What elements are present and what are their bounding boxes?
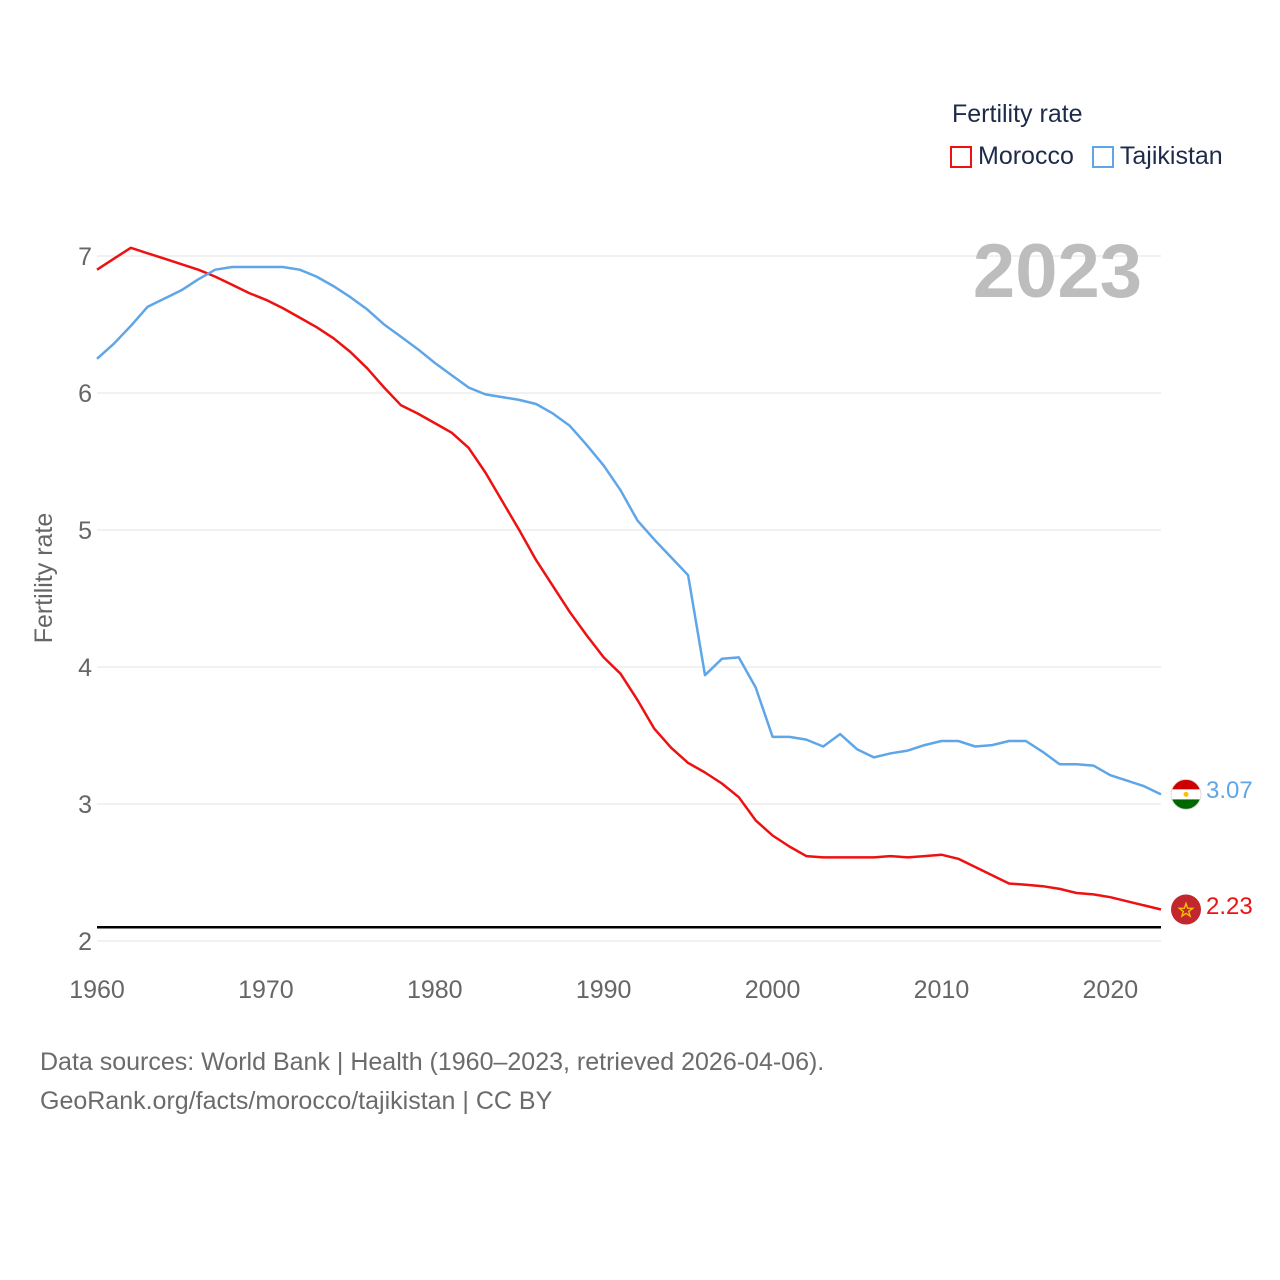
grid-lines bbox=[97, 255, 1161, 942]
x-tick-label: 2020 bbox=[1083, 976, 1139, 1004]
y-tick-label: 5 bbox=[78, 517, 92, 545]
morocco-flag-icon bbox=[1171, 894, 1201, 925]
x-tick-label: 1960 bbox=[69, 976, 125, 1004]
y-tick-label: 6 bbox=[78, 380, 92, 408]
morocco-end-value: 2.23 bbox=[1206, 893, 1253, 920]
x-tick-label: 1970 bbox=[238, 976, 294, 1004]
series-line-tajikistan[interactable] bbox=[96, 265, 1162, 796]
x-tick-label: 1990 bbox=[576, 976, 632, 1004]
series-lines bbox=[96, 246, 1162, 911]
legend: Morocco Tajikistan bbox=[950, 142, 1223, 171]
footer: Data sources: World Bank | Health (1960–… bbox=[40, 1043, 824, 1121]
x-tick-label: 2010 bbox=[914, 976, 970, 1004]
series-line-morocco[interactable] bbox=[96, 246, 1162, 911]
legend-label-morocco: Morocco bbox=[978, 142, 1074, 170]
x-tick-label: 1980 bbox=[407, 976, 463, 1004]
y-axis: 2 3 4 5 6 7 bbox=[78, 243, 92, 956]
tajikistan-flag-icon bbox=[1171, 779, 1201, 810]
footer-credit: GeoRank.org/facts/morocco/tajikistan | C… bbox=[40, 1087, 553, 1115]
end-markers bbox=[1170, 778, 1202, 925]
legend-swatch-tajikistan bbox=[1091, 145, 1114, 168]
y-tick-label: 4 bbox=[78, 654, 92, 682]
legend-item-tajikistan[interactable]: Tajikistan bbox=[1091, 142, 1223, 171]
x-axis: 1960 1970 1980 1990 2000 2010 2020 bbox=[69, 976, 1138, 1004]
legend-title: Fertility rate bbox=[952, 100, 1083, 128]
tajikistan-end-value: 3.07 bbox=[1206, 777, 1253, 804]
y-tick-label: 2 bbox=[78, 928, 92, 956]
y-tick-label: 3 bbox=[78, 791, 92, 819]
current-year-label: 2023 bbox=[972, 229, 1142, 314]
legend-swatch-morocco bbox=[950, 145, 972, 168]
x-tick-label: 2000 bbox=[745, 976, 801, 1004]
y-tick-label: 7 bbox=[78, 243, 92, 271]
legend-item-morocco[interactable]: Morocco bbox=[950, 142, 1074, 171]
footer-sources: Data sources: World Bank | Health (1960–… bbox=[40, 1048, 825, 1076]
y-axis-label: Fertility rate bbox=[30, 513, 58, 644]
legend-label-tajikistan: Tajikistan bbox=[1119, 142, 1223, 170]
